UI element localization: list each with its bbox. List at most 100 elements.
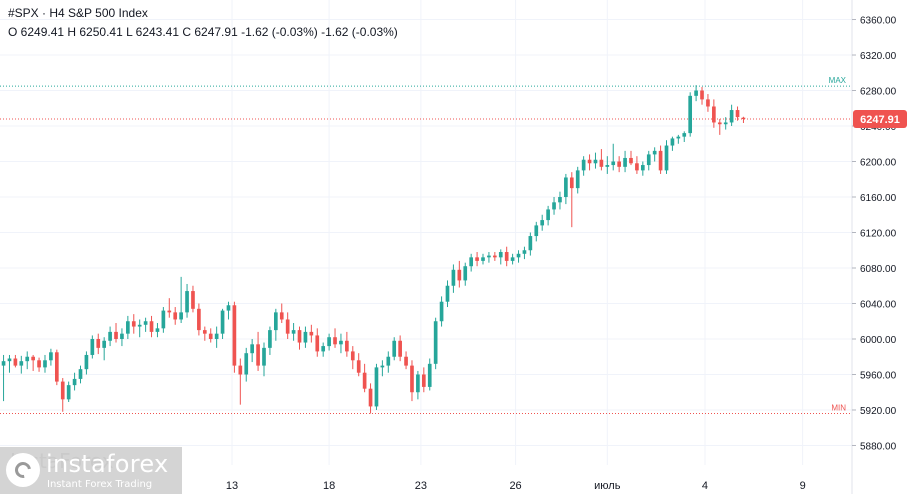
candle-body xyxy=(191,291,195,309)
candle-body xyxy=(43,360,47,368)
candle-body xyxy=(362,372,367,389)
candle-body xyxy=(410,365,414,393)
symbol-title: #SPX · H4 S&P 500 Index xyxy=(8,6,148,20)
y-tick-label: 5920.00 xyxy=(860,406,897,417)
candle-body xyxy=(510,257,515,261)
time-axis: 13 18 23 26 июль 4 9 xyxy=(226,480,806,492)
candle-body xyxy=(356,360,361,373)
x-tick-label: июль xyxy=(594,480,621,492)
candle-body xyxy=(487,255,491,258)
candle-body xyxy=(723,122,728,125)
candle-body xyxy=(729,110,734,123)
candle-body xyxy=(700,90,704,100)
candle-body xyxy=(155,328,160,332)
candle-body xyxy=(421,374,426,387)
grid-layer xyxy=(0,0,852,465)
candle-body xyxy=(546,209,550,221)
y-tick-label: 6000.00 xyxy=(860,335,897,346)
candle-body xyxy=(291,330,296,334)
candle-body xyxy=(78,369,83,379)
candle-body xyxy=(611,161,616,166)
candle-body xyxy=(670,138,675,146)
candle-body xyxy=(522,250,527,254)
candle-body xyxy=(208,333,213,339)
candle-body xyxy=(49,352,53,361)
candle-body xyxy=(108,331,112,341)
candle-body xyxy=(552,202,556,210)
candle-body xyxy=(380,365,385,368)
candle-body xyxy=(475,257,479,261)
candle-body xyxy=(652,150,657,155)
candle-body xyxy=(433,321,438,364)
candle-body xyxy=(528,236,533,251)
candle-body xyxy=(315,335,320,352)
candle-body xyxy=(688,95,693,134)
candle-body xyxy=(404,356,408,366)
y-tick-label: 6040.00 xyxy=(860,299,897,310)
candle-body xyxy=(498,252,503,258)
candle-body xyxy=(7,358,12,362)
candle-body xyxy=(445,285,450,302)
candle-body xyxy=(303,331,308,343)
candle-body xyxy=(558,197,562,203)
y-tick-label: 6360.00 xyxy=(860,16,897,27)
candle-body xyxy=(297,330,302,343)
candle-body xyxy=(238,365,243,375)
candle-body xyxy=(504,252,509,261)
candle-body xyxy=(268,330,272,348)
price-axis: 5880.00 5920.00 5960.00 6000.00 6040.00 6080.… xyxy=(851,0,907,494)
candle-body xyxy=(717,122,722,125)
candle-body xyxy=(416,374,420,393)
y-tick-label: 6280.00 xyxy=(860,87,897,98)
candle-body xyxy=(457,269,462,281)
candle-body xyxy=(96,338,101,348)
y-tick-label: 6320.00 xyxy=(860,51,897,62)
candle-body xyxy=(564,177,568,198)
candle-body xyxy=(658,150,663,171)
candle-body xyxy=(90,338,95,355)
x-tick-label: 23 xyxy=(415,480,427,492)
candle-body xyxy=(25,356,30,362)
candle-body xyxy=(66,385,71,400)
candle-body xyxy=(481,257,485,261)
candle-body xyxy=(735,110,740,118)
candle-body xyxy=(593,159,598,164)
candle-body xyxy=(581,159,586,171)
candle-body xyxy=(706,99,710,107)
candles-layer xyxy=(1,85,746,414)
candle-body xyxy=(114,331,118,339)
candle-body xyxy=(646,154,651,166)
candle-body xyxy=(569,177,574,189)
candle-body xyxy=(137,324,142,327)
x-tick-label: 26 xyxy=(509,480,521,492)
candle-body xyxy=(629,157,633,164)
candle-body xyxy=(72,378,77,386)
candle-body xyxy=(126,321,130,334)
candle-body xyxy=(1,361,6,366)
y-tick-label: 5880.00 xyxy=(860,441,897,452)
logo-brand-text: instaforex xyxy=(46,450,169,478)
candle-body xyxy=(676,136,681,139)
candle-body xyxy=(256,344,260,366)
candle-body xyxy=(493,255,497,258)
candle-body xyxy=(640,165,645,171)
last-price-badge xyxy=(853,109,907,128)
candle-body xyxy=(309,331,314,336)
candle-body xyxy=(741,117,746,119)
candle-body xyxy=(339,340,343,345)
candle-body xyxy=(540,220,545,226)
ohlc-readout: O 6249.41 H 6250.41 L 6243.41 C 6247.91 … xyxy=(8,25,398,39)
candle-body xyxy=(279,312,284,320)
candle-body xyxy=(350,351,355,361)
candle-body xyxy=(60,381,65,400)
candle-body xyxy=(214,333,219,339)
y-tick-label: 6080.00 xyxy=(860,264,897,275)
candle-body xyxy=(285,319,290,334)
candle-body xyxy=(623,157,627,167)
candle-body xyxy=(31,356,35,361)
x-tick-label: 9 xyxy=(800,480,806,492)
candle-body xyxy=(635,163,639,171)
candle-body xyxy=(226,305,231,311)
